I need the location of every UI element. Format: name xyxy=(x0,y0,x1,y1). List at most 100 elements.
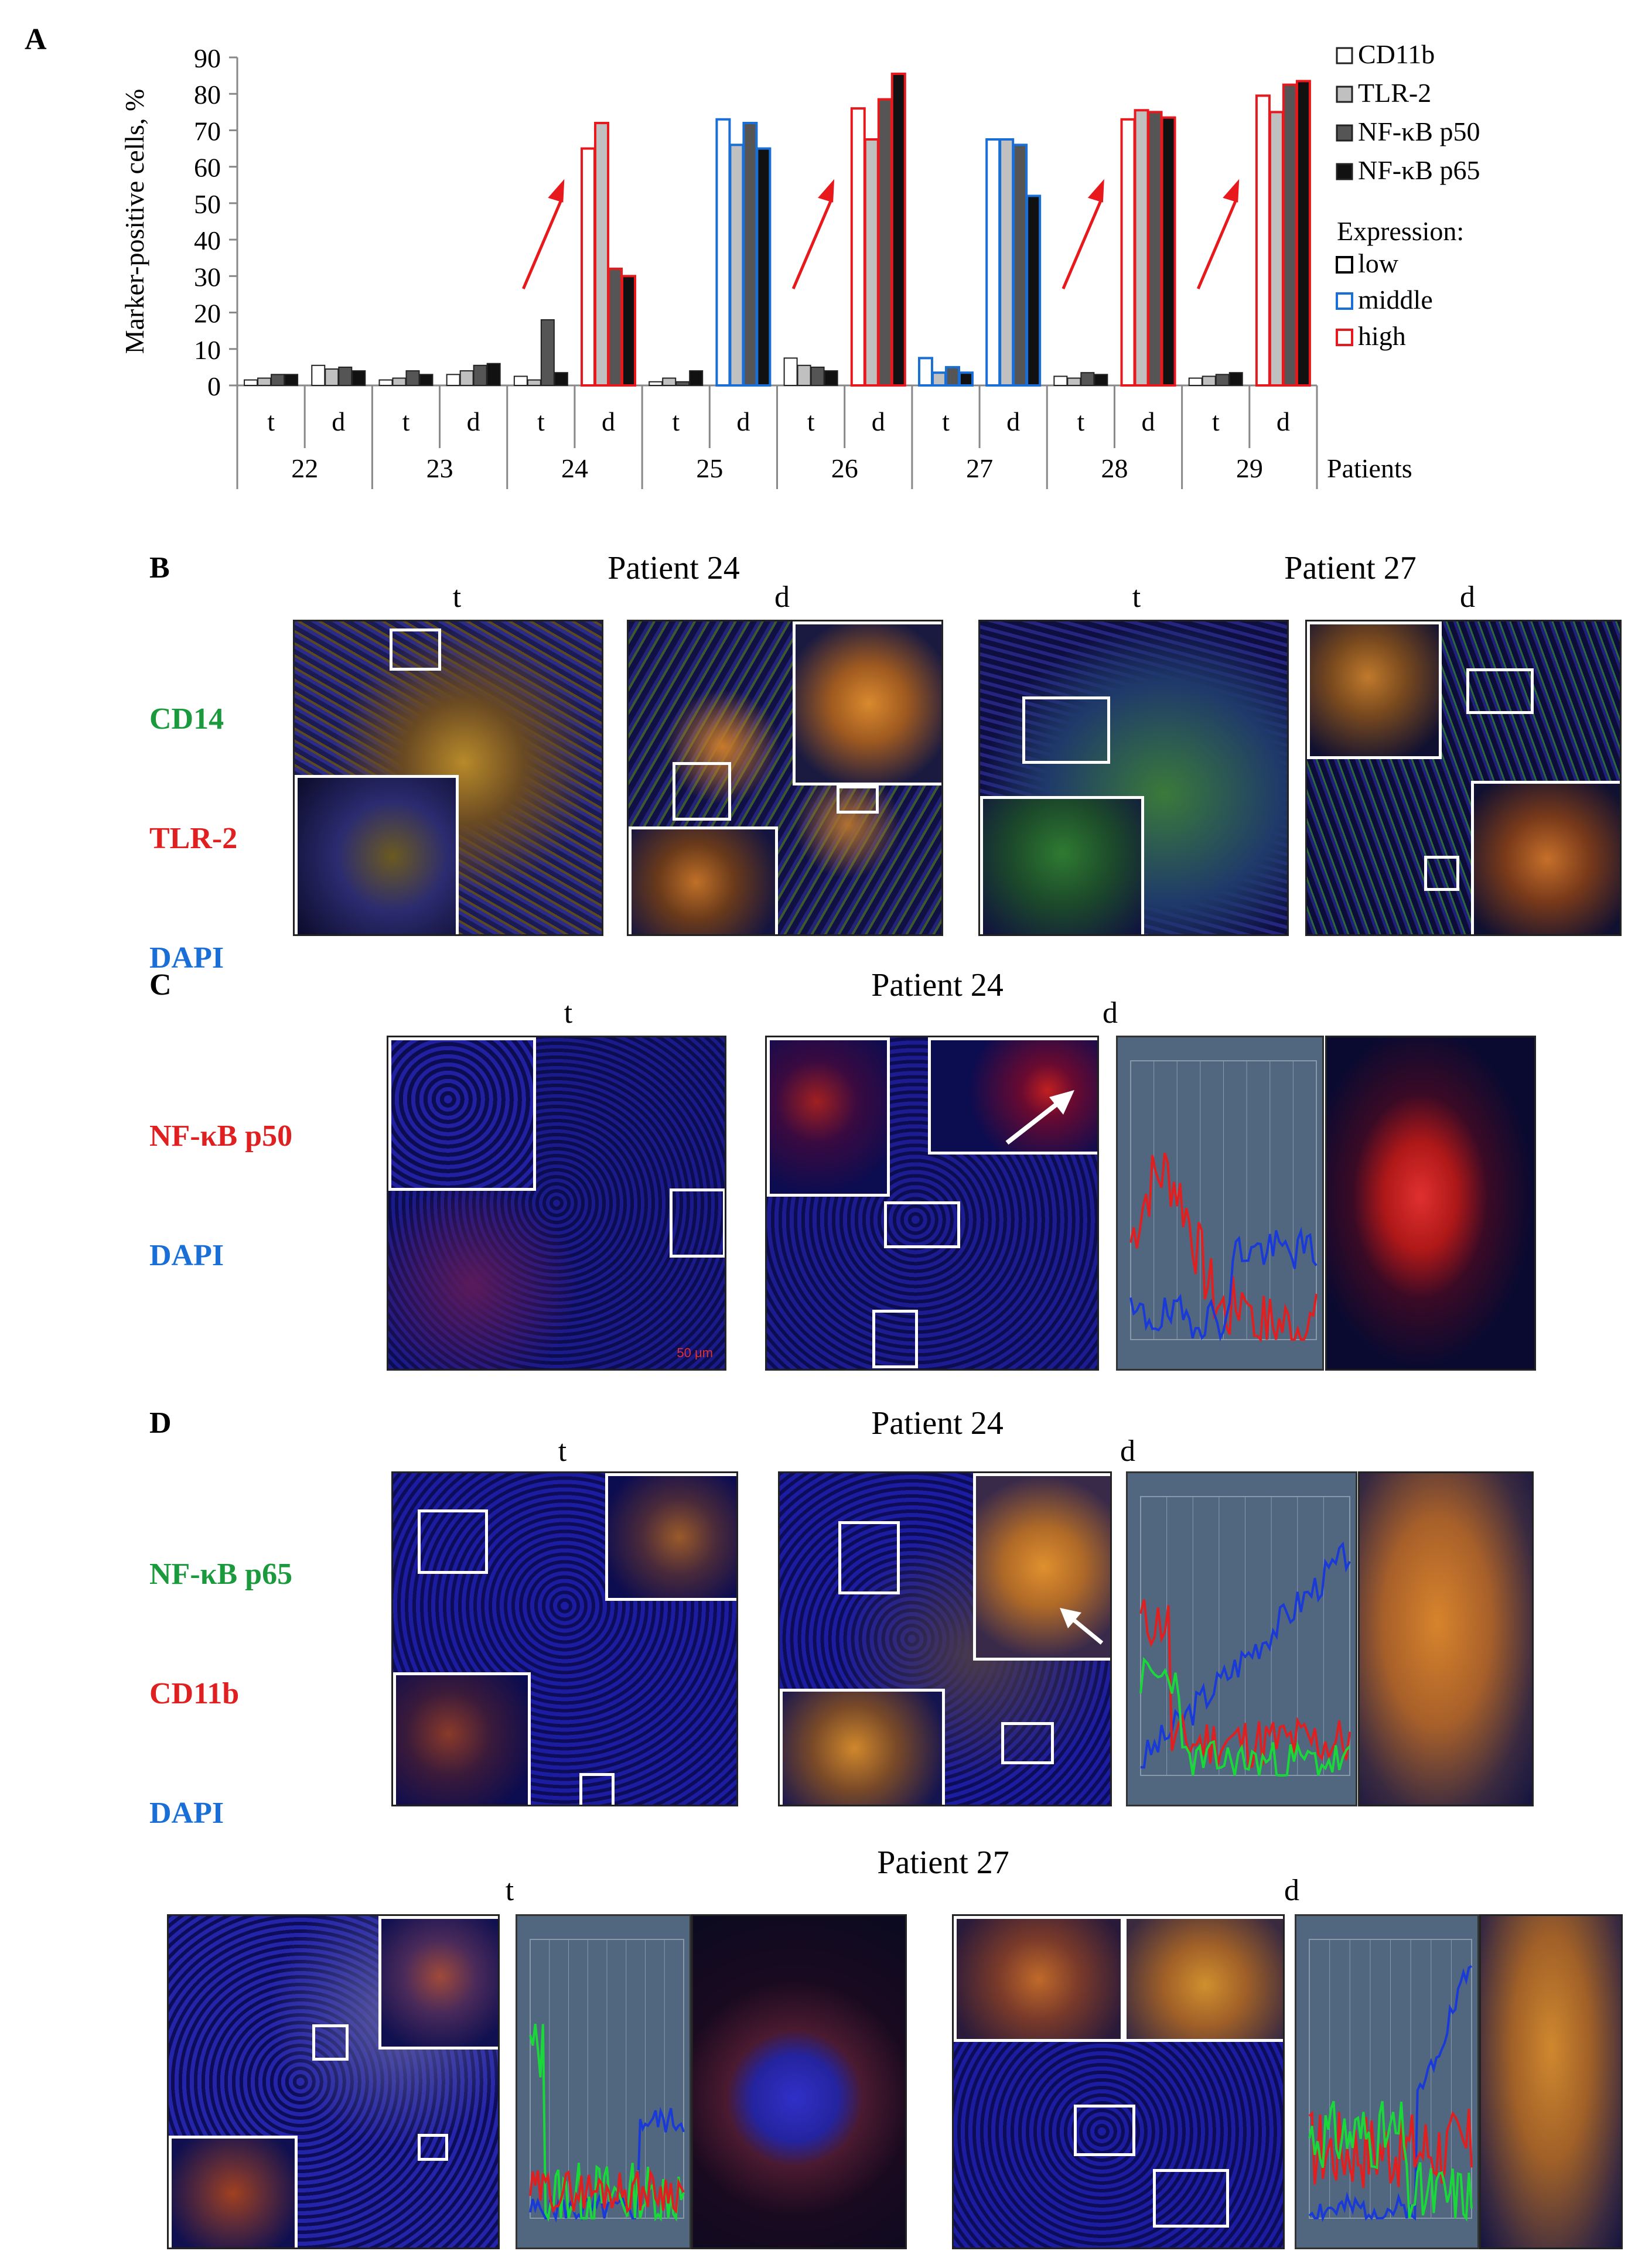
y-tick-label: 20 xyxy=(194,299,221,329)
trend-arrow-line xyxy=(522,199,563,289)
stain-dapi-d: DAPI xyxy=(149,1796,224,1830)
bar xyxy=(1268,111,1284,387)
bar xyxy=(985,138,1001,387)
bar xyxy=(1053,375,1068,387)
bar xyxy=(1295,80,1311,387)
micrograph-d-p27-t xyxy=(167,1914,500,2249)
x-sub-label: d xyxy=(602,407,615,436)
x-sub-label: d xyxy=(1277,407,1290,436)
bar xyxy=(257,377,272,386)
bar-chart: 0 10 20 30 40 50 60 70 80 90 Marker-positive cells… xyxy=(120,39,1480,489)
bar xyxy=(917,357,933,387)
expression-swatch xyxy=(1336,292,1353,310)
bar xyxy=(311,364,326,386)
x-patient-label: 29 xyxy=(1236,453,1263,483)
bar xyxy=(1215,374,1230,386)
intensity-profile-d-p24 xyxy=(1126,1471,1357,1806)
bar xyxy=(877,98,893,387)
panel-c-sub-d: d xyxy=(1103,996,1118,1030)
y-tick-label: 0 xyxy=(207,371,221,401)
bar xyxy=(890,73,906,387)
profile-trace xyxy=(1308,1965,1473,2222)
panel-label-c: C xyxy=(149,968,172,1002)
white-arrow-icon-d xyxy=(1060,1608,1104,1645)
profile-trace xyxy=(529,2106,685,2223)
legend-swatch xyxy=(1336,124,1353,142)
micrograph-d-p24-zoom xyxy=(1358,1471,1534,1806)
trend-arrow-head xyxy=(1087,179,1104,203)
y-tick-label: 30 xyxy=(194,262,221,292)
y-tick-label: 80 xyxy=(194,80,221,110)
panel-d-sub-t2: t xyxy=(505,1874,514,1907)
panel-b-header-patient-24: Patient 24 xyxy=(608,550,740,586)
intensity-profile-c xyxy=(1116,1036,1324,1371)
y-tick-label: 50 xyxy=(194,189,221,219)
legend-swatch xyxy=(1336,47,1353,64)
bar xyxy=(378,379,393,387)
bar xyxy=(1094,374,1108,386)
y-tick-label: 70 xyxy=(194,116,221,146)
panel-d-sub-d1: d xyxy=(1120,1434,1135,1468)
panel-d-header-p24: Patient 24 xyxy=(871,1405,1004,1442)
bar xyxy=(1255,94,1271,387)
bar xyxy=(715,118,731,387)
legend-label: NF-κB p65 xyxy=(1358,155,1480,185)
panel-b-sub-t2: t xyxy=(1132,580,1141,614)
profile-trace xyxy=(529,2023,685,2222)
x-sub-label: t xyxy=(402,407,410,436)
bar xyxy=(1188,377,1203,386)
bar xyxy=(1282,83,1298,387)
x-sub-label: t xyxy=(1212,407,1220,436)
micrograph-d-p24-d xyxy=(778,1471,1112,1806)
x-sub-label: d xyxy=(1006,407,1020,436)
micrograph-c-t: 50 μm xyxy=(387,1036,726,1371)
panel-d-stain-legend: NF-κB p65 CD11b DAPI xyxy=(149,1475,292,1873)
intensity-profile-d-p27-t xyxy=(516,1914,691,2249)
y-tick-label: 60 xyxy=(194,153,221,183)
stain-dapi: DAPI xyxy=(149,941,224,975)
panel-d-sub-t1: t xyxy=(558,1434,567,1468)
bar xyxy=(325,368,339,386)
trend-arrow-line xyxy=(791,199,833,289)
expression-label: high xyxy=(1358,321,1406,351)
bar xyxy=(1147,111,1163,387)
bar xyxy=(824,370,838,386)
x-sub-label: t xyxy=(537,407,545,436)
x-sub-label: t xyxy=(267,407,275,436)
expression-swatch xyxy=(1336,256,1353,274)
stain-dapi-c: DAPI xyxy=(149,1239,224,1272)
bar xyxy=(797,364,811,386)
bar xyxy=(271,374,285,386)
y-tick-label: 10 xyxy=(194,335,221,365)
panel-label-d: D xyxy=(149,1406,172,1440)
bar xyxy=(405,370,420,386)
bar xyxy=(1120,118,1136,387)
legend-label: CD11b xyxy=(1358,39,1435,69)
bar xyxy=(621,275,637,387)
expression-label: low xyxy=(1358,248,1399,278)
bar xyxy=(446,374,460,386)
profile-trace xyxy=(1308,2106,1473,2188)
bar xyxy=(944,366,960,387)
panel-c-sub-t: t xyxy=(564,996,573,1030)
bar xyxy=(554,372,568,387)
panel-b-stain-legend: CD14 TLR-2 DAPI xyxy=(149,620,237,1018)
y-tick-label: 40 xyxy=(194,226,221,255)
profile-trace xyxy=(529,2168,685,2214)
x-patient-label: 28 xyxy=(1101,453,1128,483)
bar xyxy=(756,147,772,387)
bar xyxy=(486,363,501,387)
micrograph-c-d xyxy=(765,1036,1099,1371)
x-sub-label: t xyxy=(1077,407,1084,436)
y-tick-label: 90 xyxy=(194,43,221,73)
bar xyxy=(351,370,366,386)
bar xyxy=(419,374,434,386)
bar xyxy=(864,138,879,387)
bar xyxy=(1161,116,1176,387)
expression-legend-title: Expression: xyxy=(1337,216,1464,246)
bar xyxy=(810,366,825,387)
x-patient-label: 22 xyxy=(291,453,318,483)
bar xyxy=(594,122,610,387)
bar xyxy=(675,381,690,386)
bar xyxy=(689,370,704,386)
